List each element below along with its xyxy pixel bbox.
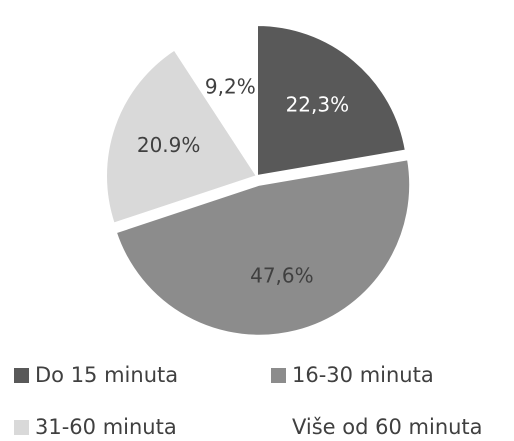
legend-swatch (14, 367, 29, 383)
legend-swatch (271, 420, 286, 435)
slice-label-31-60-minuta: 20.9% (137, 133, 201, 157)
legend-swatch (14, 419, 29, 435)
legend-label: 16-30 minuta (292, 363, 434, 387)
legend-item-31-60-minuta: 31-60 minuta (14, 415, 177, 439)
pie-slice-16-30-minuta (114, 158, 412, 337)
slice-label-vise-od-60-minuta: 9,2% (205, 74, 256, 98)
legend-label: Više od 60 minuta (292, 415, 483, 439)
legend-item-16-30-minuta: 16-30 minuta (271, 363, 434, 387)
legend-label: Do 15 minuta (35, 363, 179, 387)
legend-label: 31-60 minuta (35, 415, 177, 439)
pie-value-labels: 22,3% 47,6% 20.9% 9,2% (137, 74, 349, 287)
slice-label-do-15-minuta: 22,3% (286, 92, 350, 116)
legend-swatch (271, 367, 286, 383)
legend-item-vise-od-60-minuta: Više od 60 minuta (271, 415, 483, 439)
pie-slices (105, 23, 412, 337)
pie-slice-31-60-minuta (105, 48, 259, 225)
slice-label-16-30-minuta: 47,6% (250, 264, 314, 288)
legend-item-do-15-minuta: Do 15 minuta (14, 363, 178, 387)
pie-slice-do-15-minuta (256, 23, 407, 178)
pie-slice-vise-od-60-minuta (173, 23, 258, 180)
